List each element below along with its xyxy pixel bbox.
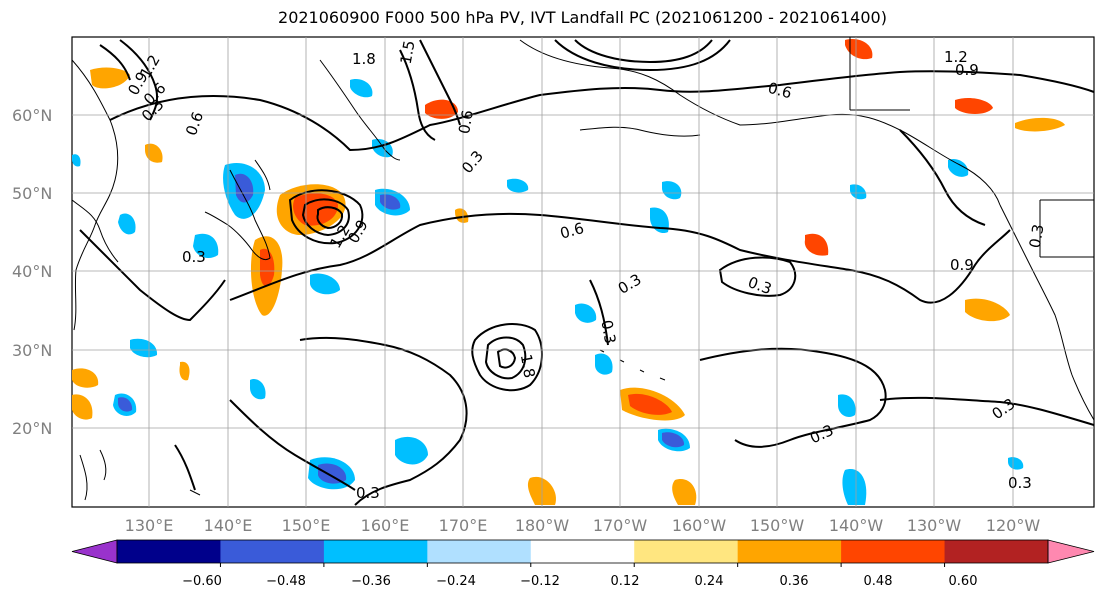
contour-label: 0.6 [766,79,794,103]
lat-tick-label: 20°N [12,419,52,438]
map-frame [71,36,1095,508]
lon-tick-label: 130°E [125,516,174,535]
colorbar-tick-label: 0.24 [695,574,724,589]
colorbar-tick-label: −0.36 [351,574,391,589]
map-body: 1.8 1.5 1.2 0.9 0.6 0.3 0.6 0.3 1.2 0.9 … [72,37,1094,507]
colorbar-segments [71,539,1095,564]
colorbar-segment [841,540,946,563]
colorbar-tick-label: −0.48 [266,574,306,589]
colorbar-segment [944,540,1049,563]
colorbar-tick-label: 0.60 [949,574,978,589]
lat-tick-label: 50°N [12,184,52,203]
colorbar-ticks [219,563,946,567]
contour-label: 1.8 [517,353,539,380]
map-title: 2021060900 F000 500 hPa PV, IVT Landfall… [278,8,887,27]
lon-tick-label: 150°E [282,516,331,535]
lat-tick-label: 40°N [12,262,52,281]
lon-tick-label: 160°W [672,516,727,535]
lon-axis: 130°E 140°E 150°E 160°E 170°E 180°W 170°… [125,516,1041,535]
lon-tick-label: 170°W [593,516,648,535]
colorbar-segment [427,540,532,563]
colorbar-segment [323,540,428,563]
colorbar-extend-min [71,539,118,564]
contour-label: 0.3 [356,484,380,502]
lat-tick-label: 60°N [12,106,52,125]
lon-tick-label: 130°W [907,516,962,535]
contour-label: 0.3 [182,248,206,266]
lon-tick-label: 170°E [439,516,488,535]
lon-tick-label: 160°E [361,516,410,535]
graticule [72,37,1094,507]
contour-labels: 1.8 1.5 1.2 0.9 0.6 0.3 0.6 0.3 1.2 0.9 … [124,39,1047,502]
colorbar-tick-label: 0.48 [864,574,893,589]
lon-tick-label: 120°W [986,516,1041,535]
colorbar: −0.60 −0.48 −0.36 −0.24 −0.12 0.12 0.24 … [71,539,1095,589]
lon-tick-label: 150°W [750,516,805,535]
contour-label: 1.8 [352,50,376,68]
colorbar-outline [116,539,1049,564]
contour-label: 0.6 [558,219,586,243]
lon-tick-label: 140°E [204,516,253,535]
colorbar-tick-label: 0.36 [780,574,809,589]
colorbar-tick-labels: −0.60 −0.48 −0.36 −0.24 −0.12 0.12 0.24 … [182,574,977,589]
colorbar-tick-label: −0.60 [182,574,222,589]
coastlines [72,37,1094,501]
colorbar-tick-label: 0.12 [611,574,640,589]
contour-label: 0.6 [455,109,477,136]
contour-label: 0.9 [955,61,979,79]
contour-label: 0.3 [597,319,619,346]
colorbar-segment [117,540,221,563]
contour-label: 0.9 [950,256,974,274]
colorbar-segment [220,540,325,563]
lon-tick-label: 140°W [829,516,884,535]
colorbar-segment [634,540,739,563]
colorbar-tick-label: −0.12 [520,574,560,589]
lon-tick-label: 180°W [515,516,570,535]
colorbar-extend-max [1047,539,1095,564]
lat-tick-label: 30°N [12,341,52,360]
lat-axis: 60°N 50°N 40°N 30°N 20°N [12,106,52,438]
contour-label: 0.3 [1026,223,1048,250]
colorbar-segment [530,540,635,563]
pv-contours [79,39,1094,506]
colorbar-tick-label: −0.24 [436,574,476,589]
contour-label: 1.5 [397,39,419,66]
contour-label: 0.3 [1008,474,1032,492]
colorbar-segment [737,540,842,563]
contour-label: 1.2 [944,48,968,66]
